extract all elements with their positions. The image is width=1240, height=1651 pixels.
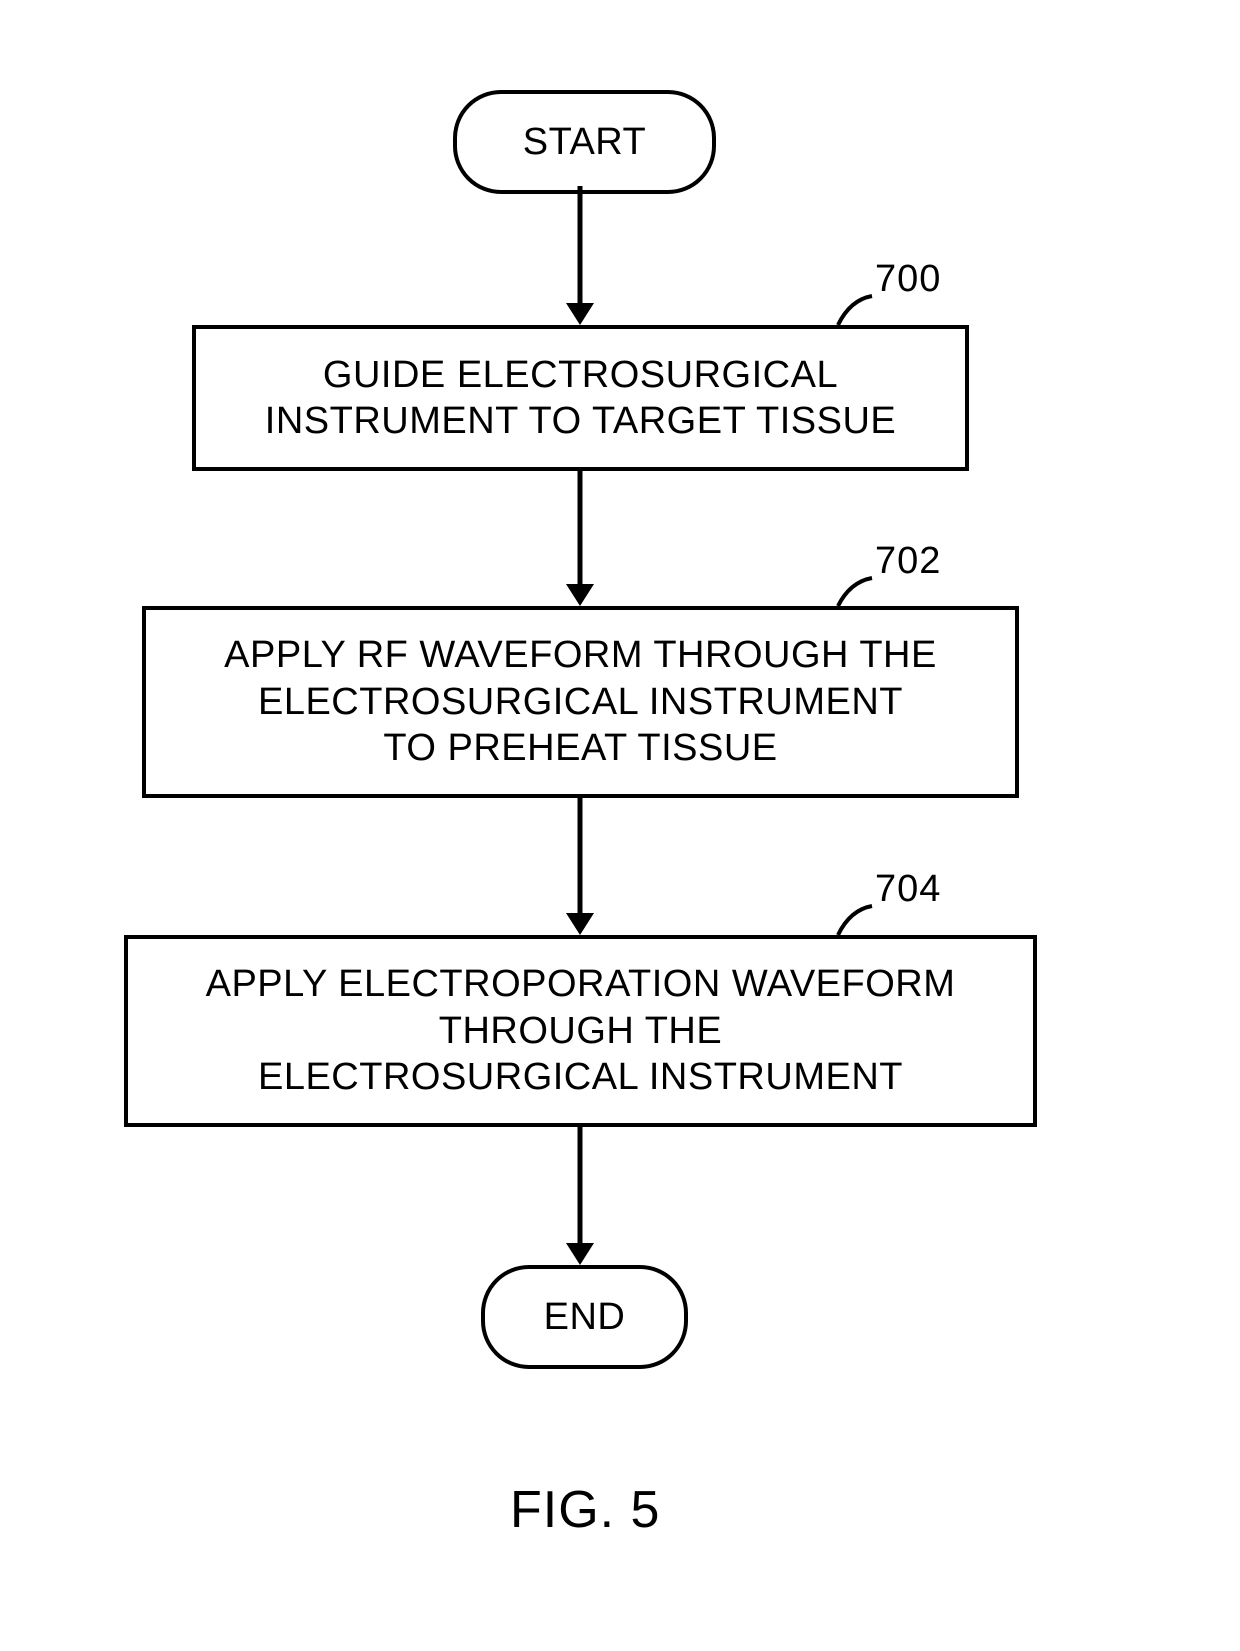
step-700-text: GUIDE ELECTROSURGICAL INSTRUMENT TO TARG… — [265, 352, 896, 445]
ref-702: 702 — [875, 540, 941, 583]
figure-caption: FIG. 5 — [510, 1480, 660, 1540]
flowchart-step-702: APPLY RF WAVEFORM THROUGH THE ELECTROSUR… — [142, 606, 1019, 798]
step-702-line-3: TO PREHEAT TISSUE — [383, 727, 777, 769]
step-704-line-1: APPLY ELECTROPORATION WAVEFORM — [206, 963, 956, 1005]
step-700-line-1: GUIDE ELECTROSURGICAL — [323, 354, 838, 396]
start-label: START — [523, 121, 647, 164]
ref-700: 700 — [875, 258, 941, 301]
step-704-line-2: THROUGH THE — [439, 1010, 722, 1052]
step-704-line-3: ELECTROSURGICAL INSTRUMENT — [258, 1056, 903, 1098]
flowchart-connectors — [0, 0, 1240, 1651]
end-label: END — [544, 1296, 626, 1339]
flowchart-end-terminal: END — [481, 1265, 688, 1369]
flowchart-step-700: GUIDE ELECTROSURGICAL INSTRUMENT TO TARG… — [192, 325, 969, 471]
flowchart-start-terminal: START — [453, 90, 716, 194]
step-702-text: APPLY RF WAVEFORM THROUGH THE ELECTROSUR… — [224, 632, 937, 771]
step-702-line-1: APPLY RF WAVEFORM THROUGH THE — [224, 634, 937, 676]
flowchart-canvas: START GUIDE ELECTROSURGICAL INSTRUMENT T… — [0, 0, 1240, 1651]
flowchart-step-704: APPLY ELECTROPORATION WAVEFORM THROUGH T… — [124, 935, 1037, 1127]
ref-704: 704 — [875, 868, 941, 911]
step-704-text: APPLY ELECTROPORATION WAVEFORM THROUGH T… — [206, 961, 956, 1100]
step-700-line-2: INSTRUMENT TO TARGET TISSUE — [265, 400, 896, 442]
step-702-line-2: ELECTROSURGICAL INSTRUMENT — [258, 681, 903, 723]
